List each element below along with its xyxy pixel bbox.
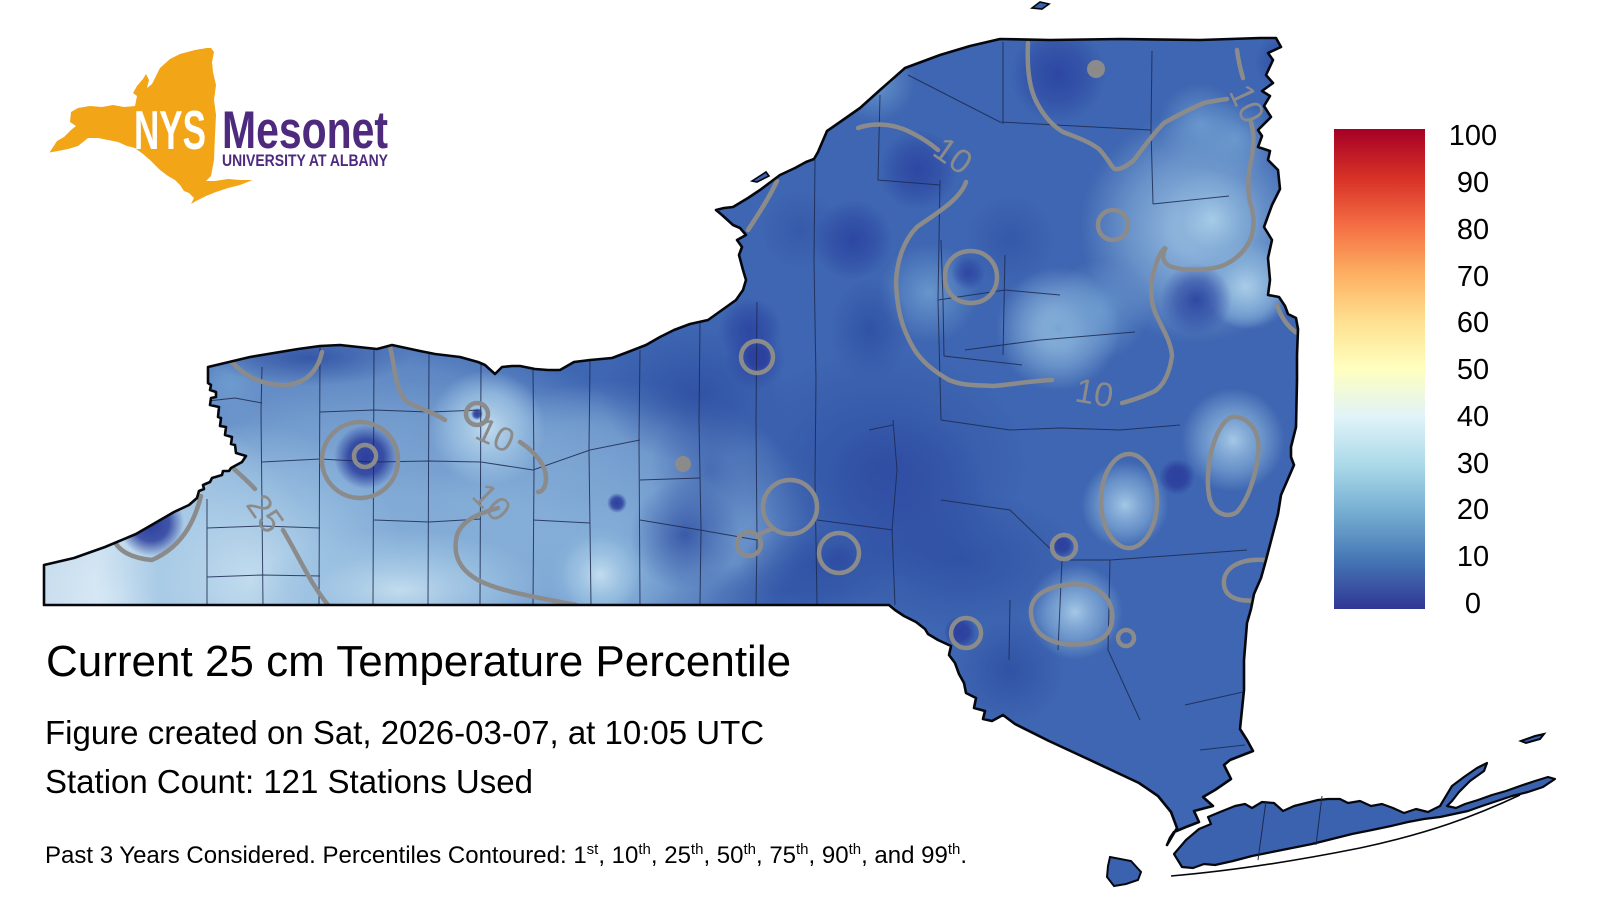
- svg-text:10: 10: [1072, 371, 1116, 415]
- svg-text:UNIVERSITY AT ALBANY: UNIVERSITY AT ALBANY: [222, 151, 389, 170]
- svg-text:NYS: NYS: [134, 99, 206, 161]
- svg-text:Mesonet: Mesonet: [222, 101, 388, 160]
